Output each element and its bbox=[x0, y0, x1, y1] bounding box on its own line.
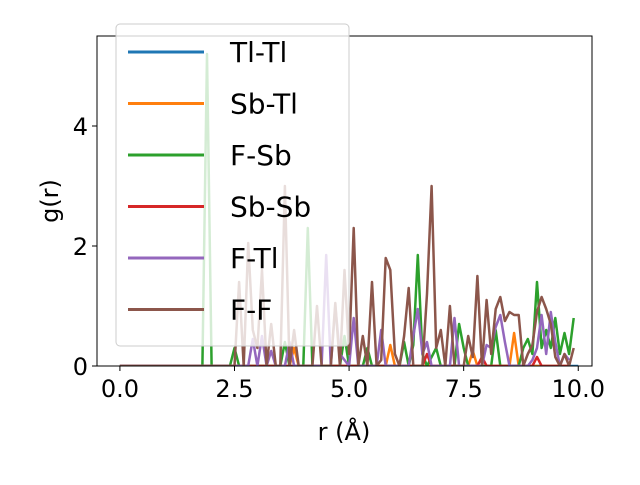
x-tick-label: 10.0 bbox=[552, 375, 605, 403]
x-tick-label: 0.0 bbox=[101, 375, 139, 403]
series-line-f-tl bbox=[119, 253, 571, 366]
x-tick-label: 5.0 bbox=[330, 375, 368, 403]
y-axis: 0 2 4 bbox=[73, 113, 97, 381]
x-tick-label: 7.5 bbox=[445, 375, 483, 403]
series-line-sb-tl bbox=[119, 331, 570, 366]
y-axis-label: g(r) bbox=[36, 179, 64, 223]
x-axis-label: r (Å) bbox=[318, 417, 371, 446]
legend-label-f-sb: F-Sb bbox=[230, 139, 292, 172]
y-tick-label: 0 bbox=[73, 353, 88, 381]
x-tick-label: 2.5 bbox=[215, 375, 253, 403]
legend-label-sb-sb: Sb-Sb bbox=[230, 191, 311, 224]
x-axis: 0.0 2.5 5.0 7.5 10.0 bbox=[101, 366, 605, 403]
legend-label-f-f: F-F bbox=[230, 294, 272, 327]
legend-label-f-tl: F-Tl bbox=[230, 242, 279, 275]
y-tick-label: 4 bbox=[73, 113, 88, 141]
legend-label-sb-tl: Sb-Tl bbox=[230, 88, 298, 121]
legend: Tl-Tl Sb-Tl F-Sb Sb-Sb F-Tl F-F bbox=[115, 23, 350, 347]
legend-label-tl-tl: Tl-Tl bbox=[229, 36, 287, 69]
y-tick-label: 2 bbox=[73, 233, 88, 261]
